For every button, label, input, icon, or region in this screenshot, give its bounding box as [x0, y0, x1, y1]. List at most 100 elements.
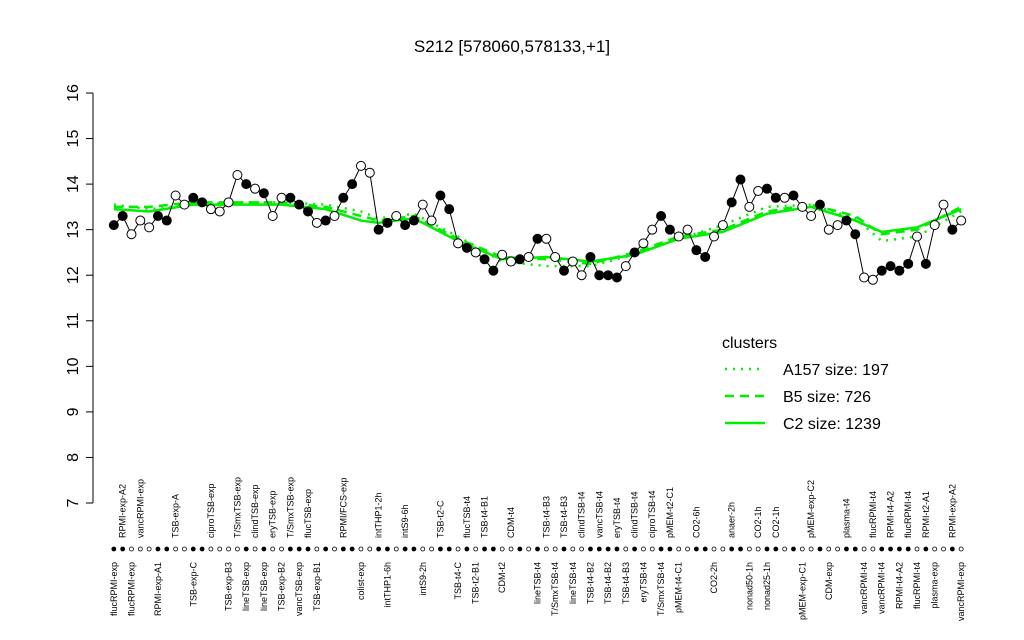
data-point — [514, 254, 525, 265]
rug-mark — [411, 546, 417, 552]
data-point — [461, 242, 472, 253]
data-point — [717, 220, 728, 231]
x-tick-label: RPMI-exp-A1 — [153, 562, 163, 616]
data-point — [947, 224, 958, 235]
rug-mark — [190, 546, 196, 552]
rug-mark — [676, 546, 682, 552]
x-tick-label: T/SmxTSB-exp — [285, 477, 295, 538]
data-point — [832, 220, 843, 231]
data-point — [408, 215, 419, 226]
rug-mark — [649, 546, 655, 552]
rug-mark — [808, 546, 814, 552]
rug-mark — [146, 546, 152, 552]
x-tick-label: TSB-t4-B3 — [541, 496, 551, 538]
rug-mark — [393, 546, 399, 552]
data-point — [753, 185, 764, 196]
data-point — [258, 188, 269, 199]
data-point — [108, 220, 119, 231]
x-tick-label: RPMI-t4-A2 — [894, 562, 904, 609]
rug-mark — [941, 546, 946, 552]
rug-mark — [658, 546, 664, 552]
rug-mark — [508, 546, 514, 552]
cluster-line — [113, 203, 962, 263]
x-tick-label: eryTSB-t4 — [638, 562, 648, 603]
x-tick-label: RPMI-t2-A1 — [921, 491, 931, 538]
data-point — [320, 215, 331, 226]
data-point — [523, 252, 534, 262]
rug-mark — [455, 546, 461, 552]
data-point — [250, 183, 261, 194]
data-point — [497, 249, 508, 260]
rug-mark — [614, 546, 620, 552]
x-tick-label: RPMI-exp-A2 — [118, 484, 128, 538]
rug-mark — [182, 546, 187, 552]
x-tick-label: ciproTSB-exp — [206, 483, 216, 538]
rug-mark — [464, 546, 470, 552]
x-tick-label: RPMI-exp-A2 — [947, 484, 957, 538]
data-point — [453, 238, 464, 249]
x-tick-label: vancRPMI-exp — [956, 562, 966, 621]
rug-mark — [208, 546, 214, 552]
rug-mark — [385, 546, 390, 552]
rug-mark — [667, 546, 673, 552]
rug-mark — [888, 546, 893, 552]
data-point — [382, 217, 393, 228]
rug-mark — [632, 546, 637, 552]
x-tick-label: clindTSB-exp — [250, 484, 260, 538]
x-tick-label: nonad25-1h — [762, 562, 772, 610]
rug-mark — [738, 546, 743, 552]
data-point — [488, 265, 499, 276]
data-point — [391, 211, 402, 221]
rug-mark — [120, 546, 126, 552]
rug-mark — [693, 546, 699, 552]
rug-mark — [517, 546, 523, 552]
rug-mark — [137, 546, 143, 552]
data-point — [214, 206, 225, 217]
data-point — [726, 197, 737, 208]
rug-mark — [764, 546, 770, 552]
rug-mark — [685, 546, 690, 552]
legend-label: A157 size: 197 — [783, 362, 889, 379]
rug-mark — [720, 546, 726, 552]
x-tick-label: CDM-t2 — [497, 562, 507, 593]
data-point — [567, 256, 578, 267]
y-tick-label: 16 — [65, 84, 82, 102]
data-point — [470, 247, 481, 258]
rug-mark — [702, 546, 708, 552]
data-point — [673, 231, 684, 242]
rug-mark — [164, 546, 170, 552]
rug-mark — [482, 546, 487, 552]
rug-mark — [570, 546, 576, 552]
x-tick-label: eryTSB-exp — [268, 490, 278, 538]
data-point — [876, 265, 887, 276]
data-point — [814, 199, 825, 210]
rug-mark — [111, 546, 117, 552]
x-tick-label: TSB-exp-B3 — [224, 562, 234, 611]
rug-mark — [376, 546, 382, 552]
legend-label: B5 size: 726 — [783, 389, 871, 406]
data-point — [355, 160, 366, 171]
rug-mark — [234, 546, 240, 552]
data-point — [638, 238, 649, 249]
data-point — [338, 192, 349, 203]
x-tick-label: lineTSB-exp — [241, 562, 251, 611]
x-tick-label: nonad50-1h — [744, 562, 754, 610]
rug-mark — [958, 546, 964, 552]
rug-mark — [711, 546, 717, 552]
x-tick-label: CDM-t4 — [506, 507, 516, 538]
data-point — [479, 254, 490, 265]
rug-mark — [782, 546, 788, 552]
data-point — [903, 258, 914, 269]
data-point — [691, 245, 702, 256]
x-tick-label: plasma-exp — [930, 562, 940, 609]
data-point — [700, 252, 711, 262]
data-point — [223, 197, 234, 208]
data-point — [647, 224, 658, 235]
legend-title: clusters — [722, 335, 777, 352]
rug-mark — [332, 546, 337, 552]
data-point — [232, 170, 243, 180]
x-tick-label: T/SmxTSB-exp — [232, 477, 242, 538]
rug-mark — [923, 546, 929, 552]
data-point — [276, 192, 287, 203]
rug-mark — [279, 546, 284, 552]
